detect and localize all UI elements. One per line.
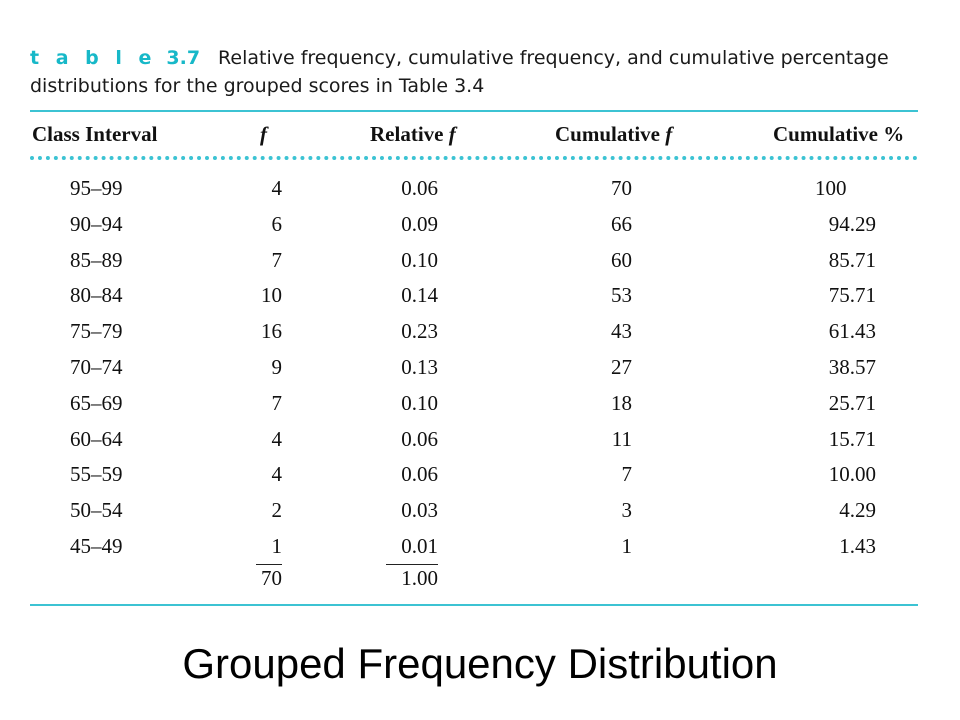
header-relative-prefix: Relative <box>370 122 449 146</box>
cell-relative-f: 0.10 <box>401 247 438 272</box>
cell-cumulative-pct: 10.00 <box>828 462 876 487</box>
top-rule <box>30 110 918 112</box>
cell-cumulative-f: 60 <box>611 247 632 272</box>
cell-cumulative-f: 3 <box>621 498 633 523</box>
cell-relative-f: 0.01 <box>401 534 438 558</box>
f-sum-underline <box>256 564 282 565</box>
cell-relative-f: 0.06 <box>401 426 438 451</box>
header-class-interval: Class Interval <box>32 122 158 146</box>
cell-class-interval: 45–49 <box>70 534 123 558</box>
header-relative-f-italic: f <box>448 122 456 146</box>
cell-f: 4 <box>271 426 283 451</box>
cell-f: 16 <box>261 319 282 344</box>
table-label: t a b l e <box>30 47 157 69</box>
cell-class-interval: 95–99 <box>70 176 123 200</box>
bottom-rule <box>30 604 918 606</box>
cell-cumulative-pct: 15.71 <box>828 426 876 451</box>
cell-class-interval: 55–59 <box>70 462 123 487</box>
cell-f: 10 <box>261 283 282 308</box>
cell-relative-f: 0.06 <box>401 176 438 200</box>
cell-cumulative-f: 27 <box>611 355 632 379</box>
cell-cumulative-pct: 94.29 <box>828 211 876 236</box>
cell-cumulative-f: 1 <box>621 534 633 558</box>
cell-cumulative-f: 18 <box>611 390 632 415</box>
cell-relative-f: 0.03 <box>401 498 438 523</box>
relative-sum-underline <box>386 564 438 565</box>
cell-cumulative-pct: 85.71 <box>828 247 876 272</box>
cell-cumulative-pct: 25.71 <box>828 390 876 415</box>
cell-class-interval: 65–69 <box>70 390 123 415</box>
cell-f: 4 <box>271 462 283 487</box>
cell-f: 1 <box>271 534 283 558</box>
cell-cumulative-f: 43 <box>611 319 632 344</box>
cell-cumulative-pct: 61.43 <box>828 319 876 344</box>
table-number: 3.7 <box>166 47 201 69</box>
header-dotted-rule <box>30 156 918 160</box>
header-f: f <box>260 122 267 147</box>
cell-relative-f: 0.09 <box>401 211 438 236</box>
cell-class-interval: 85–89 <box>70 247 123 272</box>
cell-f: 7 <box>271 247 283 272</box>
cell-f: 9 <box>271 355 283 379</box>
cell-cumulative-f: 70 <box>611 176 632 200</box>
caption-line-2: distributions for the grouped scores in … <box>30 75 485 97</box>
cell-class-interval: 75–79 <box>70 319 123 344</box>
header-relative-f: Relative f <box>370 122 456 147</box>
cell-relative-f: 0.14 <box>401 283 438 308</box>
header-cumulative-f: Cumulative f <box>555 122 672 147</box>
slide-title: Grouped Frequency Distribution <box>182 640 778 687</box>
cell-class-interval: 70–74 <box>70 355 123 379</box>
cell-cumulative-f: 53 <box>611 283 632 308</box>
cell-f: 6 <box>271 211 283 236</box>
cell-cumulative-pct: 4.29 <box>839 498 876 523</box>
header-cumulative-prefix: Cumulative <box>555 122 666 146</box>
header-cumulative-f-italic: f <box>665 122 673 146</box>
cell-cumulative-pct: 38.57 <box>828 355 876 379</box>
caption-text-1: Relative frequency, cumulative frequency… <box>218 47 889 69</box>
total-f: 70 <box>261 566 282 590</box>
header-cumulative-pct: Cumulative % <box>773 122 905 146</box>
cell-f: 4 <box>271 176 283 200</box>
cell-cumulative-f: 11 <box>611 426 632 451</box>
cell-class-interval: 60–64 <box>70 426 123 451</box>
cell-cumulative-f: 7 <box>621 462 633 487</box>
header-f-text: f <box>260 122 267 146</box>
table-caption: t a b l e 3.7 Relative frequency, cumulati… <box>30 44 930 100</box>
cell-class-interval: 50–54 <box>70 498 123 523</box>
cell-cumulative-pct: 75.71 <box>828 283 876 308</box>
cell-class-interval: 80–84 <box>70 283 123 308</box>
cell-cumulative-pct: 1.43 <box>839 534 876 558</box>
caption-line-1: t a b l e 3.7 Relative frequency, cumulati… <box>30 44 930 72</box>
cell-relative-f: 0.06 <box>401 462 438 487</box>
cell-cumulative-pct: 100 <box>815 176 847 200</box>
cell-f: 2 <box>271 498 283 523</box>
cell-cumulative-f: 66 <box>611 211 632 236</box>
cell-relative-f: 0.13 <box>401 355 438 379</box>
cell-relative-f: 0.23 <box>401 319 438 344</box>
total-relative: 1.00 <box>401 566 438 590</box>
cell-f: 7 <box>271 390 283 415</box>
cell-relative-f: 0.10 <box>401 390 438 415</box>
cell-class-interval: 90–94 <box>70 211 123 236</box>
